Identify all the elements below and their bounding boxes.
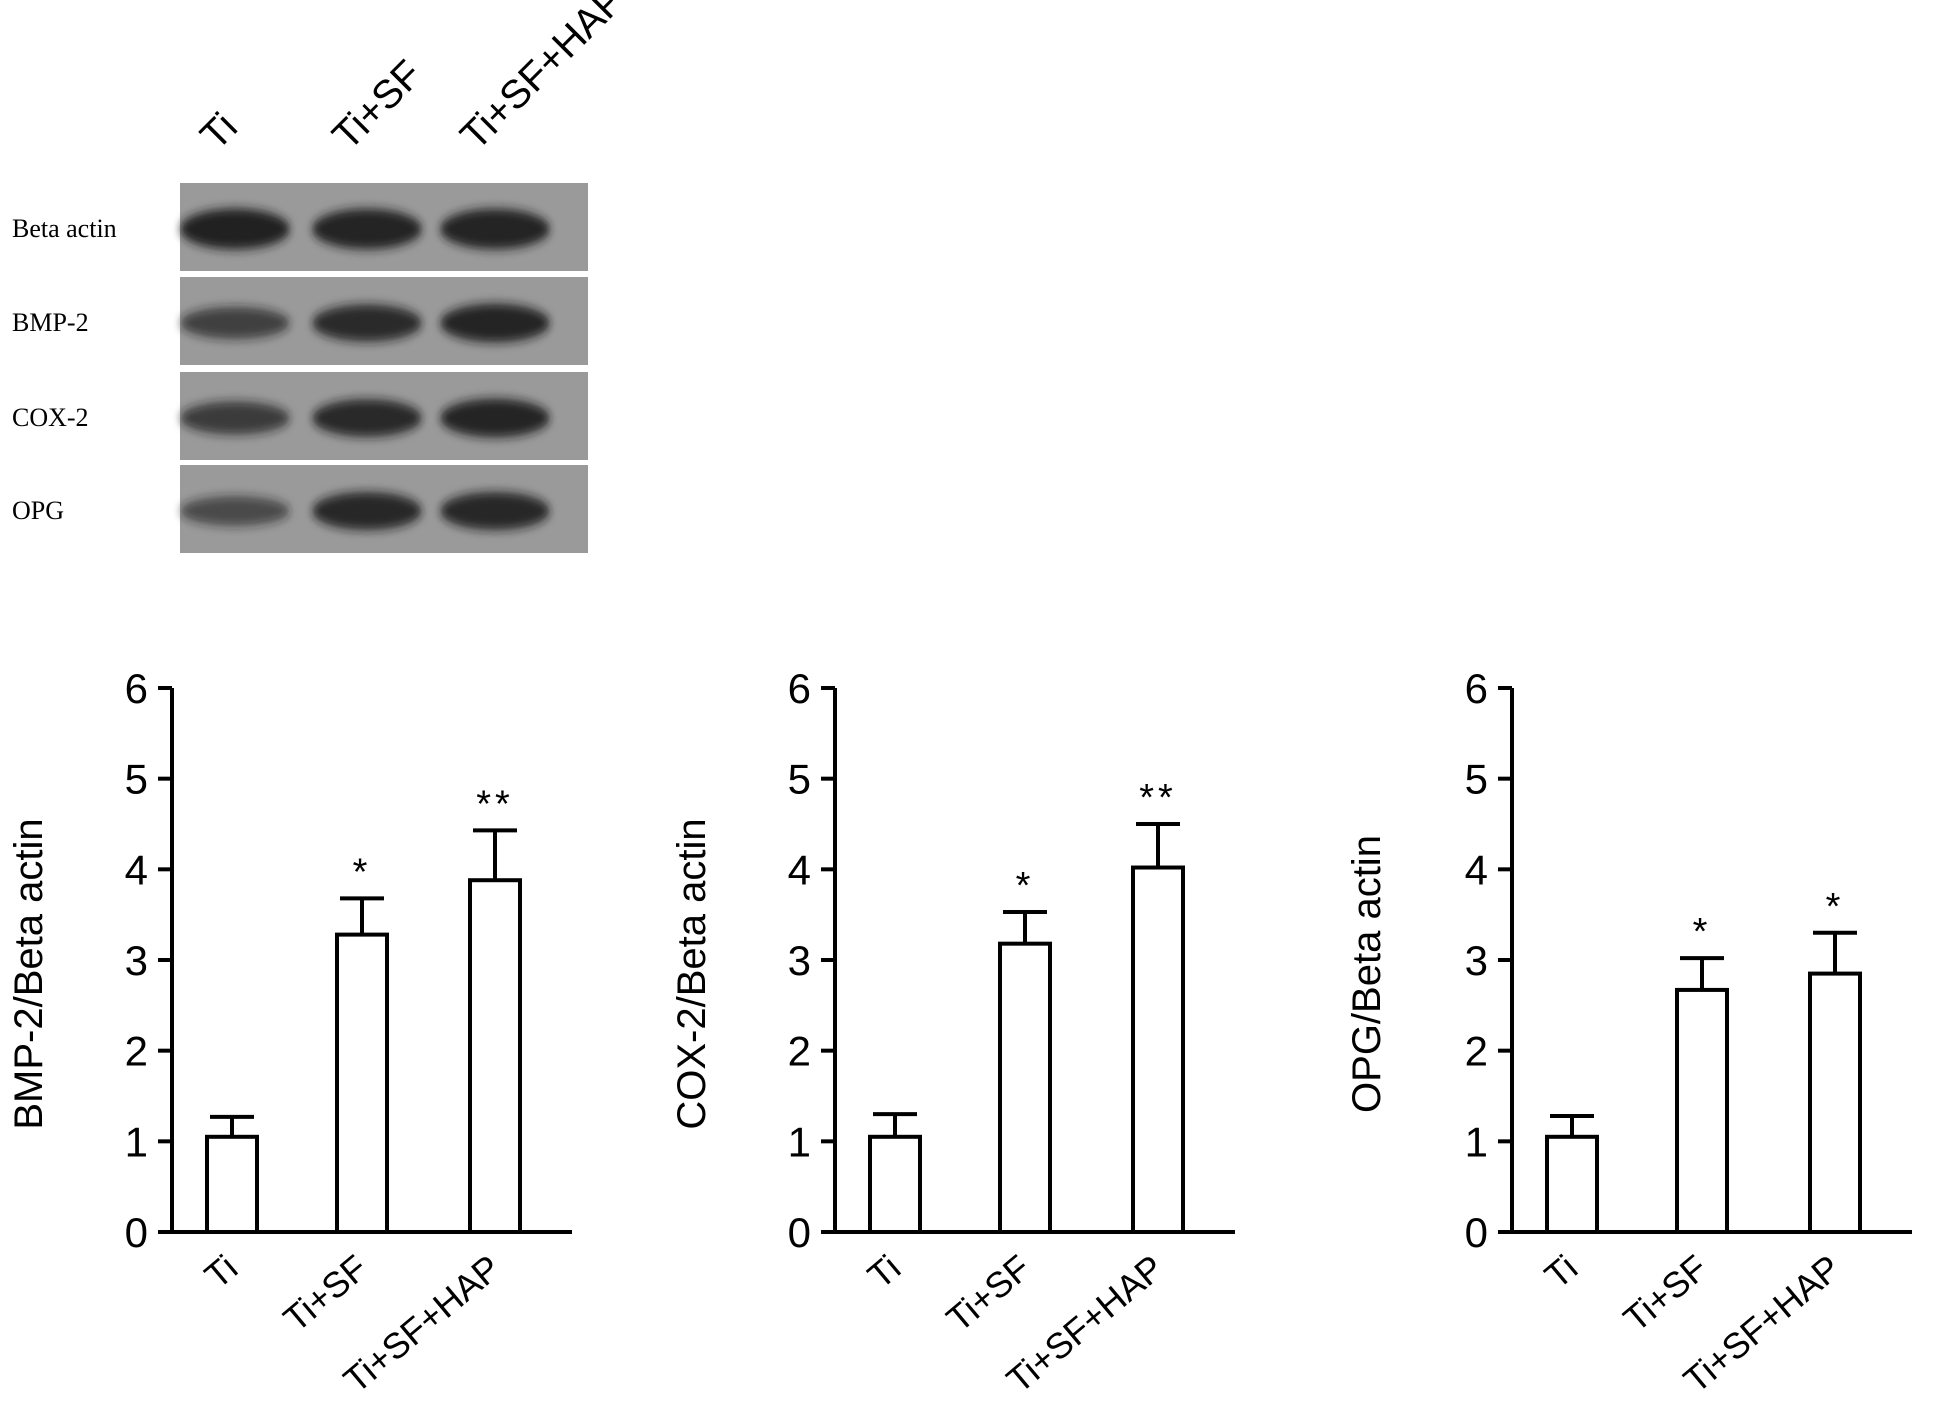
x-tick-label: Ti+SF [275,1247,375,1340]
y-tick-label: 3 [1465,937,1488,984]
y-axis-label: BMP-2/Beta actin [7,818,51,1129]
significance-label: * [1826,886,1845,928]
blot-band [180,306,290,340]
y-tick-label: 1 [125,1118,148,1165]
y-tick-label: 2 [788,1028,811,1075]
western-blot-panel: Ti Ti+SF Ti+SF+HAP Beta actin BMP-2 COX-2 OPG [12,0,633,553]
y-tick-label: 0 [125,1209,148,1256]
blot-row-label: Beta actin [12,214,117,243]
y-tick-label: 4 [788,846,811,893]
blot-row-label: BMP-2 [12,308,89,337]
blot-row-label: OPG [12,496,64,525]
y-tick-label: 2 [1465,1028,1488,1075]
y-axis-label: OPG/Beta actin [1345,835,1389,1113]
y-tick-label: 3 [788,937,811,984]
blot-band [180,208,290,250]
y-tick-label: 2 [125,1028,148,1075]
blot-band [312,399,422,437]
significance-label: * [1016,865,1035,907]
y-tick-label: 5 [788,756,811,803]
bar [1131,865,1185,1235]
blot-band [180,496,290,526]
blot-band [440,208,550,250]
y-tick-label: 6 [1465,665,1488,712]
y-tick-label: 1 [1465,1118,1488,1165]
significance-label: * [1693,911,1712,953]
x-tick-label: Ti [860,1247,908,1297]
bar [868,1134,922,1235]
bar [1545,1134,1599,1235]
x-tick-label: Ti+SF [938,1247,1038,1340]
y-tick-label: 3 [125,937,148,984]
bar [335,932,389,1234]
blot-band [312,208,422,250]
blot-lane-label: Ti [192,105,246,159]
y-tick-label: 4 [1465,846,1488,893]
bar [205,1134,259,1235]
bar [1675,987,1729,1234]
y-tick-label: 0 [1465,1209,1488,1256]
blot-lane-label: Ti+SF+HAP [452,0,633,158]
x-tick-label: Ti [197,1247,245,1297]
blot-lane-label: Ti+SF [324,52,430,158]
bar [1808,971,1862,1234]
significance-label: ** [1139,777,1177,819]
significance-label: * [353,851,372,893]
bar [468,878,522,1234]
x-tick-label: Ti+SF [1615,1247,1715,1340]
y-tick-label: 6 [788,665,811,712]
blot-band [440,303,550,343]
blot-band [440,491,550,531]
blot-band [180,401,290,435]
significance-label: ** [476,783,514,825]
x-tick-label: Ti [1537,1247,1585,1297]
y-axis-label: COX-2/Beta actin [670,818,714,1129]
y-tick-label: 5 [1465,756,1488,803]
y-tick-label: 5 [125,756,148,803]
y-tick-label: 0 [788,1209,811,1256]
y-tick-label: 1 [788,1118,811,1165]
bar [998,941,1052,1234]
blot-band [312,491,422,531]
blot-band [440,398,550,438]
y-tick-label: 6 [125,665,148,712]
y-tick-label: 4 [125,846,148,893]
blot-band [312,304,422,342]
blot-row-label: COX-2 [12,403,89,432]
